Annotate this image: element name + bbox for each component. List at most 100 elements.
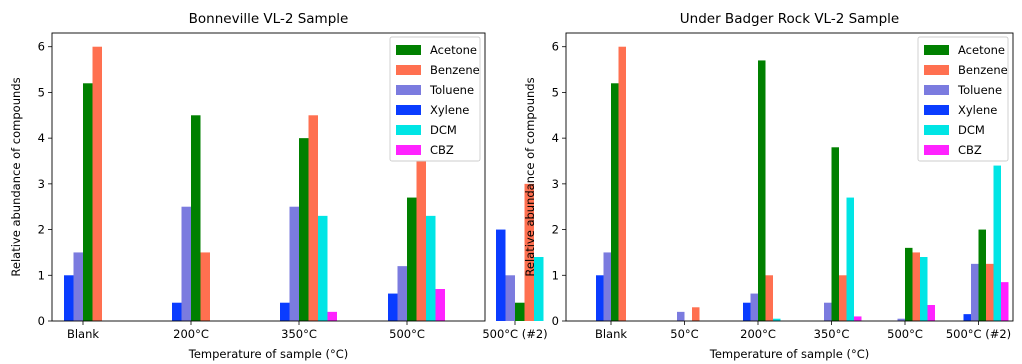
bar-benzene — [308, 115, 318, 321]
bar-benzene — [618, 46, 626, 322]
legend-swatch-benzene — [924, 65, 949, 75]
bar-toluene — [505, 275, 515, 321]
x-tick-label: 500°C — [389, 327, 425, 341]
x-tick-label: 200°C — [740, 327, 776, 341]
y-tick-label: 1 — [38, 268, 45, 282]
bar-acetone — [407, 197, 417, 321]
bar-cbz — [854, 316, 862, 321]
bar-toluene — [397, 266, 407, 321]
bar-xylene — [172, 302, 182, 321]
x-tick-label: 500°C — [887, 327, 923, 341]
y-tick-label: 4 — [38, 131, 45, 145]
legend-swatch-acetone — [924, 45, 949, 55]
legend-label-benzene: Benzene — [430, 63, 480, 77]
bar-dcm — [426, 215, 436, 321]
bar-benzene — [92, 46, 102, 322]
bar-acetone — [758, 60, 766, 322]
legend-swatch-xylene — [924, 105, 949, 115]
x-tick-label: Blank — [67, 327, 99, 341]
bar-acetone — [83, 83, 93, 321]
y-tick-label: 5 — [38, 85, 45, 99]
y-tick-label: 1 — [552, 268, 559, 282]
bar-benzene — [524, 183, 534, 321]
chart-panel-1: Bonneville VL-2 Sample 0 1 2 3 4 5 6 Relative ab… — [9, 11, 548, 361]
y-tick-label: 0 — [552, 314, 559, 328]
x-tick-label: 350°C — [814, 327, 850, 341]
y-tick-label: 6 — [552, 40, 559, 54]
legend-swatch-cbz — [396, 145, 421, 155]
bar-cbz — [435, 289, 445, 321]
bar-xylene — [388, 293, 398, 321]
legend-label-toluene: Toluene — [957, 83, 1002, 97]
legend-label-acetone: Acetone — [430, 43, 477, 57]
bar-dcm — [846, 197, 854, 321]
bar-xylene — [64, 275, 74, 321]
bar-acetone — [515, 302, 525, 321]
y-tick-label: 0 — [38, 314, 45, 328]
legend-label-cbz: CBZ — [430, 143, 454, 157]
chart-title: Bonneville VL-2 Sample — [189, 11, 349, 27]
bar-acetone — [831, 147, 839, 321]
bar-acetone — [191, 115, 201, 321]
bar-acetone — [905, 247, 913, 321]
legend: Acetone Benzene Toluene Xylene DCM CBZ — [917, 36, 1009, 162]
bar-acetone — [611, 83, 619, 321]
legend-label-xylene: Xylene — [958, 103, 997, 117]
bar-xylene — [743, 302, 751, 321]
legend-label-cbz: CBZ — [958, 143, 982, 157]
chart-panel-2: Under Badger Rock VL-2 Sample 0 1 2 3 4 5 6 Rela… — [523, 11, 1014, 361]
x-axis-label: Temperature of sample (°C) — [188, 347, 348, 361]
legend-swatch-cbz — [924, 145, 949, 155]
legend-label-dcm: DCM — [430, 123, 457, 137]
bar-toluene — [73, 252, 83, 321]
bar-dcm — [773, 318, 781, 321]
bar-benzene — [692, 307, 700, 321]
y-tick-label: 4 — [552, 131, 559, 145]
y-tick-label: 2 — [38, 223, 45, 237]
legend-swatch-xylene — [396, 105, 421, 115]
legend-label-xylene: Xylene — [430, 103, 469, 117]
y-tick-label: 6 — [38, 40, 45, 54]
x-tick-label: 200°C — [173, 327, 209, 341]
legend-label-dcm: DCM — [958, 123, 985, 137]
x-tick-label: Blank — [595, 327, 627, 341]
legend-swatch-dcm — [396, 125, 421, 135]
y-tick-label: 2 — [552, 223, 559, 237]
legend-swatch-toluene — [396, 85, 421, 95]
bar-benzene — [200, 252, 210, 321]
bar-benzene — [839, 275, 847, 321]
bar-xylene — [496, 229, 506, 321]
legend-swatch-toluene — [924, 85, 949, 95]
x-tick-label: 500°C (#2) — [946, 327, 1011, 341]
plot-frame — [565, 32, 1014, 322]
bar-toluene — [971, 263, 979, 321]
bar-toluene — [750, 293, 758, 321]
x-axis-label: Temperature of sample (°C) — [709, 347, 869, 361]
bar-cbz — [927, 305, 935, 321]
y-axis-label: Relative abundance of compounds — [9, 77, 23, 276]
legend-label-acetone: Acetone — [958, 43, 1005, 57]
bar-cbz — [327, 311, 337, 321]
bar-acetone — [299, 138, 309, 321]
legend-label-toluene: Toluene — [429, 83, 474, 97]
bar-xylene — [963, 314, 971, 321]
bar-benzene — [912, 252, 920, 321]
bar-dcm — [993, 165, 1001, 321]
x-tick-label: 350°C — [281, 327, 317, 341]
x-tick-label: 500°C (#2) — [482, 327, 547, 341]
legend-label-benzene: Benzene — [958, 63, 1008, 77]
bar-cbz — [1001, 282, 1009, 321]
bar-acetone — [978, 229, 986, 321]
x-tick-label: 50°C — [670, 327, 698, 341]
legend-swatch-dcm — [924, 125, 949, 135]
legend-swatch-acetone — [396, 45, 421, 55]
bar-benzene — [765, 275, 773, 321]
chart-title: Under Badger Rock VL-2 Sample — [680, 11, 899, 27]
bar-benzene — [416, 115, 426, 321]
bar-dcm — [920, 257, 928, 321]
bar-benzene — [986, 263, 994, 321]
y-tick-label: 3 — [38, 177, 45, 191]
legend-swatch-benzene — [396, 65, 421, 75]
bar-toluene — [824, 302, 832, 321]
